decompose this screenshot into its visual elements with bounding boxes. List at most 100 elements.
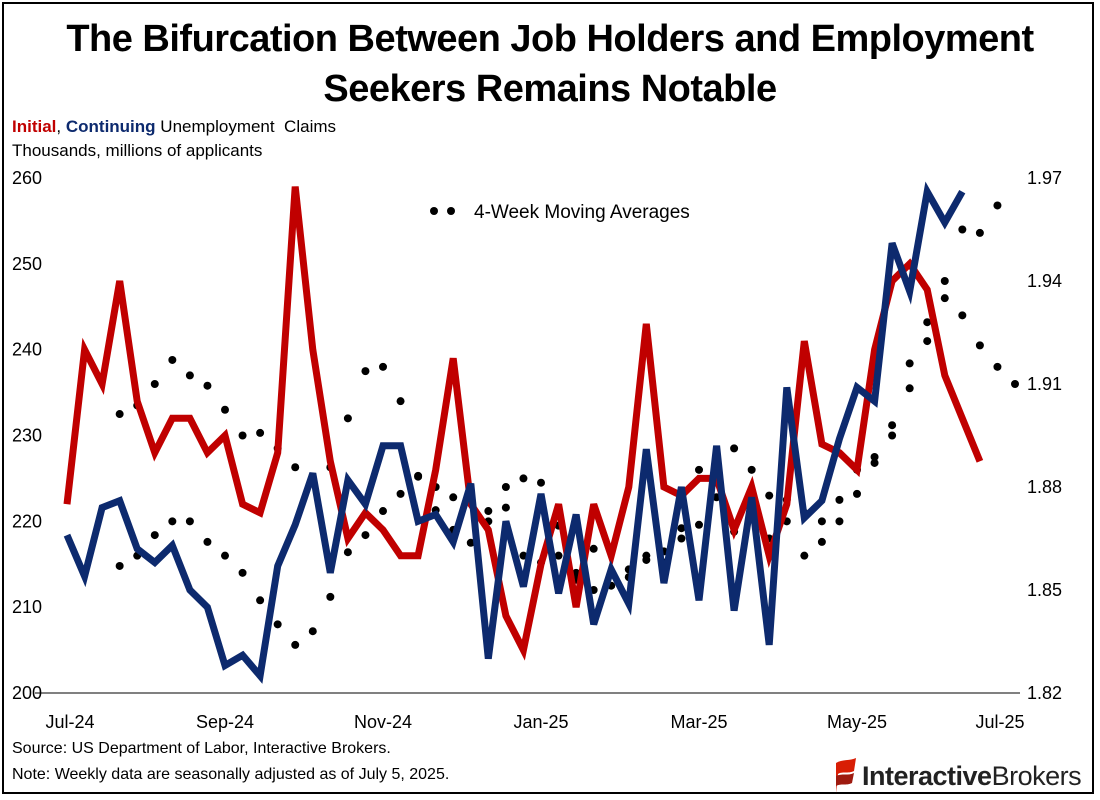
moving-average-point [343,548,352,557]
units-label: Thousands, millions of applicants [12,141,263,160]
moving-average-point [291,640,300,649]
moving-average-point [361,531,370,540]
left-axis-tick-label: 230 [12,426,42,446]
moving-average-point [958,311,967,320]
moving-average-point [291,463,300,472]
right-axis-tick-label: 1.85 [1027,580,1062,600]
moving-average-layer [115,201,1019,649]
moving-average-point [993,362,1002,371]
initial-claims-line [63,186,984,661]
moving-average-point [993,201,1002,210]
right-axis-tick-label: 1.94 [1027,271,1062,291]
moving-average-point [835,495,844,504]
moving-average-point [835,517,844,526]
moving-average-point [396,489,405,498]
moving-average-point [501,503,510,512]
moving-average-point [150,531,159,540]
moving-average-point [817,537,826,546]
x-axis-tick-label: Nov-24 [354,712,412,732]
moving-average-point [940,277,949,285]
moving-average-point [888,431,897,440]
left-axis-tick-label: 240 [12,340,42,360]
left-axis-tick-label: 210 [12,597,42,617]
moving-average-point [414,472,423,481]
source-note: Source: US Department of Labor, Interact… [12,740,391,757]
moving-average-point [256,596,265,605]
right-axis-tick-label: 1.97 [1027,168,1062,188]
moving-average-point [537,478,545,487]
right-axis-tick-label: 1.91 [1027,374,1062,394]
legend: 4-Week Moving Averages [430,202,690,223]
moving-average-point [554,551,563,560]
moving-average-point [870,458,879,467]
moving-average-point [221,405,229,414]
moving-average-point [940,294,949,303]
footnote: Note: Weekly data are seasonally adjuste… [12,766,450,783]
moving-average-point [888,421,897,430]
left-axis-tick-label: 260 [12,168,42,188]
left-axis-ticks: 200 210 220 230 240 250 260 [12,168,42,703]
moving-average-point [273,620,282,629]
moving-average-point [905,359,914,368]
moving-average-point [501,483,510,491]
x-axis-tick-label: May-25 [827,712,887,732]
moving-average-point [677,524,686,533]
moving-average-point [150,380,159,388]
legend-dot [430,207,438,215]
right-axis-ticks: 1.82 1.85 1.88 1.91 1.94 1.97 [1027,168,1062,703]
moving-average-point [765,491,774,500]
flag-icon [836,758,856,793]
moving-average-point [379,362,387,371]
moving-average-point [958,225,967,234]
legend-dot [447,207,455,215]
x-axis-tick-label: Sep-24 [196,712,254,732]
moving-average-point [203,537,212,546]
moving-average-point [975,228,984,237]
moving-average-point [115,561,124,570]
moving-average-point [1011,380,1019,388]
moving-average-point [589,544,598,553]
moving-average-point [361,367,370,376]
moving-average-point [642,551,651,560]
right-axis-tick-label: 1.82 [1027,683,1062,703]
moving-average-point [396,397,405,406]
moving-average-point [923,318,932,327]
moving-average-point [449,493,458,502]
moving-average-point [800,551,809,560]
moving-average-point [256,428,265,437]
moving-average-point [677,534,686,543]
moving-average-point [326,592,335,601]
moving-average-point [221,551,229,560]
continuing-claims-line [63,181,966,684]
left-axis-tick-label: 200 [12,683,42,703]
left-axis-tick-label: 250 [12,254,42,274]
right-axis-tick-label: 1.88 [1027,477,1062,497]
moving-average-point [519,474,528,483]
interactive-brokers-logo: InteractiveBrokers [832,756,1082,796]
moving-average-point [379,507,387,516]
moving-average-point [308,627,317,636]
moving-average-point [238,431,247,440]
moving-average-point [185,517,194,526]
moving-average-point [730,444,739,453]
moving-average-point [466,538,475,547]
moving-average-point [115,410,124,419]
x-axis-tick-label: Jan-25 [513,712,568,732]
moving-average-point [484,507,493,516]
moving-average-point [870,452,879,461]
moving-average-point [168,517,177,526]
moving-average-point [923,337,932,346]
moving-average-point [747,465,756,474]
moving-average-point [203,381,212,390]
moving-average-point [343,414,352,423]
subtitle-rest: Unemployment Claims [155,117,337,136]
moving-average-point [168,355,177,364]
chart-title: The Bifurcation Between Job Holders and … [66,18,1034,110]
moving-average-point [975,341,984,350]
continuing-series-label: Continuing [65,117,156,136]
moving-average-point [853,489,861,498]
x-axis-tick-label: Jul-25 [975,712,1024,732]
moving-average-point [905,384,914,393]
